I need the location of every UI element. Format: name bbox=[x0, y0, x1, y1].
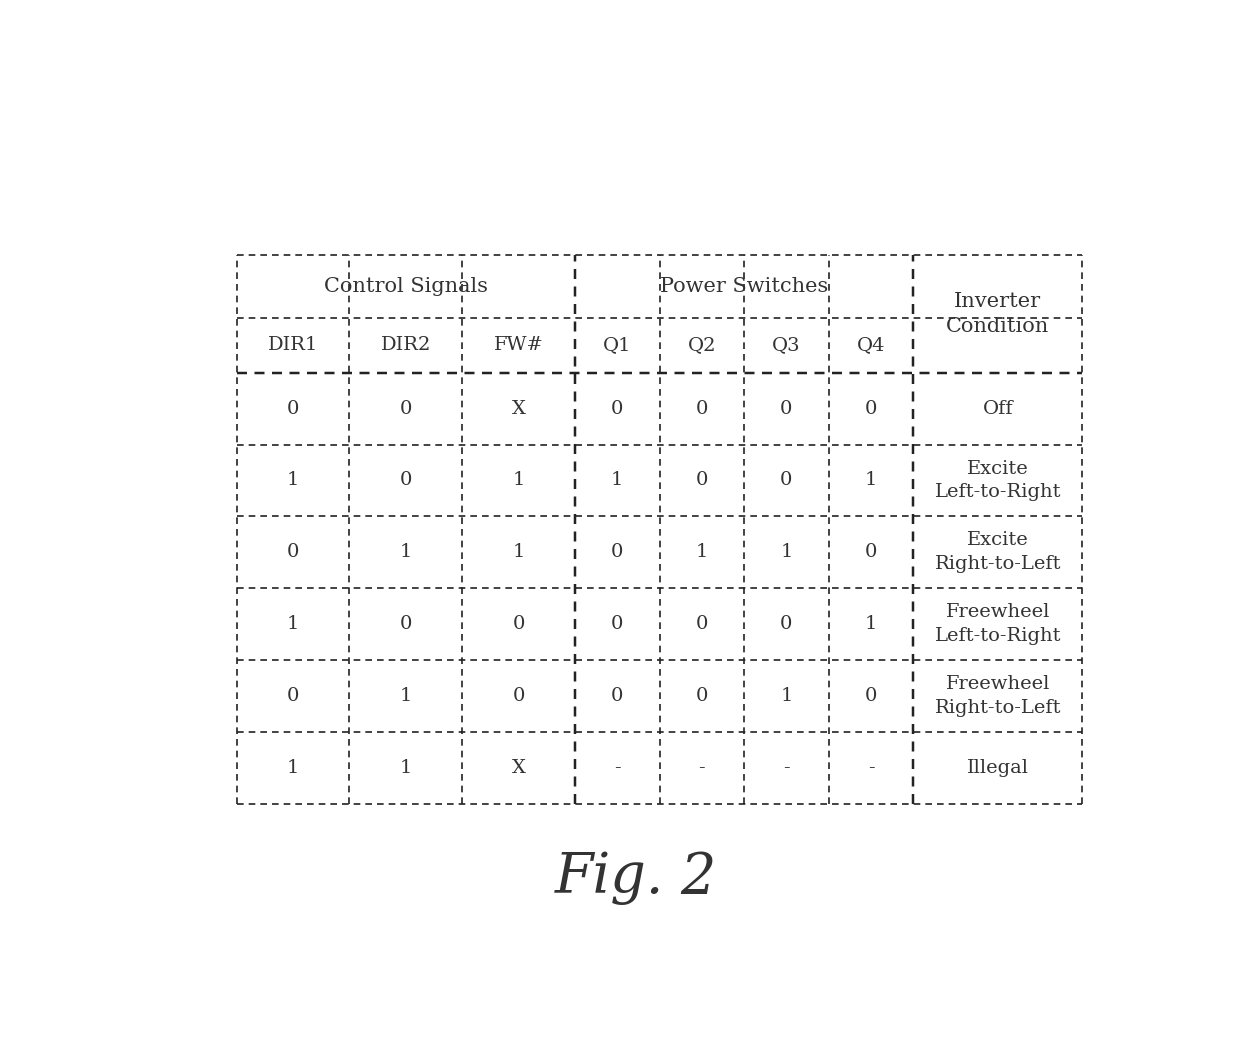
Text: X: X bbox=[512, 400, 526, 417]
Text: 0: 0 bbox=[286, 544, 299, 561]
Text: Excite
Left-to-Right: Excite Left-to-Right bbox=[935, 460, 1061, 501]
Text: 0: 0 bbox=[611, 615, 624, 633]
Text: 0: 0 bbox=[286, 400, 299, 417]
Text: 0: 0 bbox=[399, 615, 412, 633]
Text: 0: 0 bbox=[696, 400, 708, 417]
Text: 0: 0 bbox=[611, 544, 624, 561]
Text: Inverter
Condition: Inverter Condition bbox=[946, 292, 1049, 335]
Text: -: - bbox=[868, 759, 874, 777]
Text: 0: 0 bbox=[512, 615, 525, 633]
Text: DIR1: DIR1 bbox=[268, 336, 319, 354]
Text: 0: 0 bbox=[696, 687, 708, 704]
Text: 1: 1 bbox=[286, 471, 299, 489]
Text: X: X bbox=[512, 759, 526, 777]
Text: 1: 1 bbox=[512, 471, 525, 489]
Text: Excite
Right-to-Left: Excite Right-to-Left bbox=[935, 531, 1061, 573]
Text: 0: 0 bbox=[399, 471, 412, 489]
Text: Illegal: Illegal bbox=[967, 759, 1029, 777]
Text: Off: Off bbox=[982, 400, 1013, 417]
Text: DIR2: DIR2 bbox=[381, 336, 432, 354]
Text: Q2: Q2 bbox=[687, 336, 715, 354]
Text: 1: 1 bbox=[696, 544, 708, 561]
Text: 0: 0 bbox=[864, 400, 877, 417]
Text: 0: 0 bbox=[611, 400, 624, 417]
Text: 1: 1 bbox=[399, 687, 412, 704]
Text: 0: 0 bbox=[611, 687, 624, 704]
Text: 0: 0 bbox=[864, 687, 877, 704]
Text: 0: 0 bbox=[696, 471, 708, 489]
Text: 0: 0 bbox=[696, 615, 708, 633]
Text: 1: 1 bbox=[864, 615, 877, 633]
Text: 0: 0 bbox=[512, 687, 525, 704]
Text: 1: 1 bbox=[611, 471, 624, 489]
Text: FW#: FW# bbox=[494, 336, 543, 354]
Text: 1: 1 bbox=[286, 759, 299, 777]
Text: 1: 1 bbox=[399, 544, 412, 561]
Text: Freewheel
Left-to-Right: Freewheel Left-to-Right bbox=[935, 603, 1061, 645]
Text: Q3: Q3 bbox=[773, 336, 801, 354]
Text: 1: 1 bbox=[399, 759, 412, 777]
Text: Q4: Q4 bbox=[857, 336, 885, 354]
Text: Fig. 2: Fig. 2 bbox=[554, 850, 717, 904]
Text: Q1: Q1 bbox=[603, 336, 631, 354]
Text: -: - bbox=[698, 759, 706, 777]
Text: 0: 0 bbox=[780, 400, 792, 417]
Text: Power Switches: Power Switches bbox=[660, 277, 828, 296]
Text: 1: 1 bbox=[512, 544, 525, 561]
Text: 0: 0 bbox=[286, 687, 299, 704]
Text: Control Signals: Control Signals bbox=[324, 277, 487, 296]
Text: 1: 1 bbox=[864, 471, 877, 489]
Text: 0: 0 bbox=[780, 471, 792, 489]
Text: 1: 1 bbox=[780, 687, 792, 704]
Text: -: - bbox=[614, 759, 620, 777]
Text: 0: 0 bbox=[780, 615, 792, 633]
Text: -: - bbox=[784, 759, 790, 777]
Text: 0: 0 bbox=[399, 400, 412, 417]
Text: 0: 0 bbox=[864, 544, 877, 561]
Text: 1: 1 bbox=[286, 615, 299, 633]
Text: Freewheel
Right-to-Left: Freewheel Right-to-Left bbox=[935, 675, 1061, 717]
Text: 1: 1 bbox=[780, 544, 792, 561]
